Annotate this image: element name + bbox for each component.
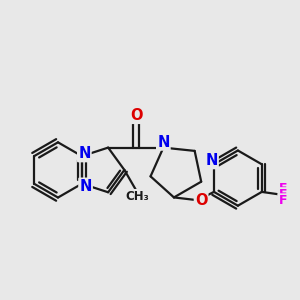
- Text: F: F: [279, 194, 287, 207]
- Text: N: N: [80, 179, 92, 194]
- Text: N: N: [205, 153, 218, 168]
- Text: O: O: [195, 193, 207, 208]
- Text: CH₃: CH₃: [126, 190, 149, 203]
- Text: N: N: [157, 135, 170, 150]
- Text: F: F: [279, 188, 287, 201]
- Text: F: F: [279, 182, 287, 195]
- Text: O: O: [130, 108, 142, 123]
- Text: N: N: [78, 146, 91, 161]
